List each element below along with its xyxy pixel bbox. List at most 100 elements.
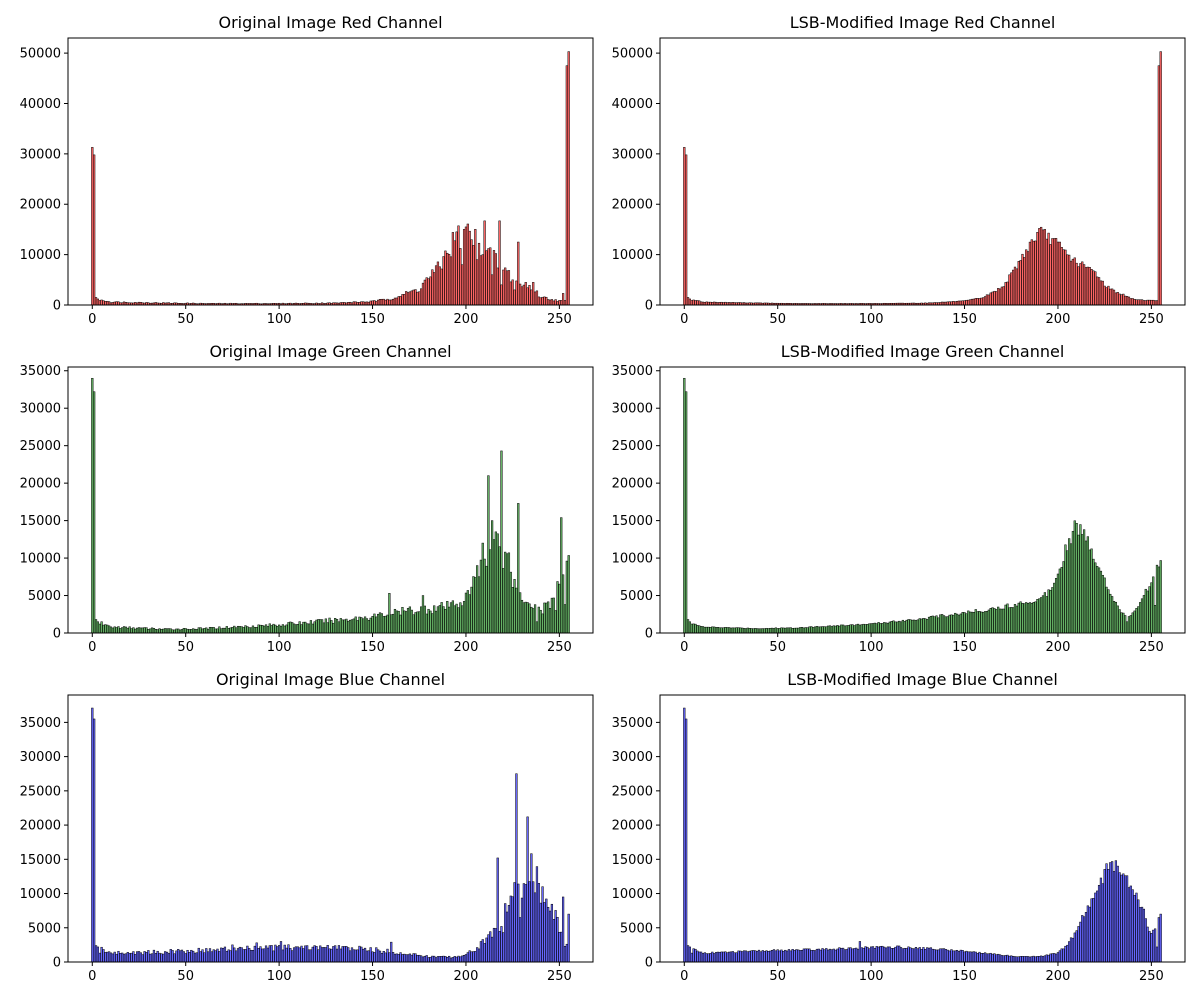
histogram-bar (763, 951, 766, 963)
histogram-bar (281, 949, 284, 963)
histogram-bar (836, 948, 839, 963)
histogram-bar (834, 625, 837, 634)
histogram-bar (1155, 946, 1159, 963)
histogram-bar (782, 627, 785, 634)
histogram-bar (371, 616, 374, 634)
histogram-bar (453, 240, 456, 306)
histogram-bar (1086, 536, 1089, 634)
histogram-bar (1064, 544, 1067, 634)
histogram-bar (1148, 931, 1151, 963)
histogram-bar (763, 628, 766, 634)
histogram-bar (423, 279, 426, 306)
panel-original-green: Original Image Green Channel 0 50 100 150 20… (20, 342, 594, 655)
histogram-bar (1125, 875, 1129, 963)
y-tick-label: 20000 (612, 819, 653, 834)
histogram-bar (881, 623, 884, 634)
histogram-bar (1101, 883, 1104, 963)
histogram-bar (352, 949, 355, 963)
y-tick-label: 5000 (620, 921, 653, 936)
histogram-bar (96, 946, 99, 963)
histogram-bar (513, 882, 516, 963)
histogram-bar (429, 956, 432, 963)
histogram-bar (875, 623, 878, 634)
histogram-bar (754, 628, 757, 634)
histogram-bar (216, 628, 219, 634)
histogram-bar (698, 300, 701, 306)
histogram-bar (515, 773, 518, 963)
histogram-bar (692, 948, 695, 963)
histogram-bar (1064, 249, 1067, 306)
histogram-bar (1025, 249, 1028, 306)
histogram-bar (963, 612, 966, 634)
histogram-bar (1133, 610, 1136, 634)
histogram-bar (797, 627, 800, 634)
histogram-bar (526, 287, 529, 306)
histogram-bar (937, 949, 940, 963)
histogram-bar (1159, 51, 1162, 306)
histogram-bar (978, 611, 981, 634)
histogram-bar (1077, 926, 1080, 963)
histogram-bar (390, 299, 393, 306)
histogram-bar (449, 602, 453, 634)
histogram-bar (259, 946, 262, 963)
histogram-bar (1105, 586, 1108, 634)
histogram-bar (1071, 937, 1075, 963)
histogram-bar (466, 223, 469, 306)
histogram-bar (1010, 607, 1013, 634)
histogram-bar (759, 951, 763, 963)
histogram-bar (126, 627, 129, 634)
histogram-bar (795, 627, 798, 634)
histogram-bar (362, 618, 365, 634)
histogram-bar (1041, 956, 1045, 963)
histogram-bar (976, 298, 979, 306)
histogram-bar (703, 952, 706, 963)
histogram-bar (468, 594, 471, 634)
histogram-bar (119, 952, 122, 963)
histogram-bar (1107, 869, 1110, 963)
y-tick-label: 0 (53, 956, 61, 971)
histogram-bar (810, 950, 813, 963)
histogram-bar (1088, 549, 1091, 634)
histogram-bar (1062, 948, 1065, 963)
histogram-bar (1111, 861, 1114, 963)
x-tick-label: 200 (1046, 640, 1071, 655)
histogram-bar (136, 951, 139, 963)
histogram-bar (1013, 956, 1017, 963)
histogram-bar (980, 297, 983, 306)
histogram-bar (246, 945, 249, 963)
histogram-bar (1109, 593, 1112, 634)
histogram-bar (989, 292, 992, 306)
histogram-bar (1084, 540, 1088, 634)
histogram-bar (326, 622, 329, 634)
histogram-bar (311, 623, 314, 634)
histogram-bar (560, 300, 563, 306)
histogram-bar (511, 587, 514, 634)
histogram-bar (461, 264, 464, 306)
histogram-bar (955, 613, 959, 634)
histogram-bar (742, 950, 746, 963)
histogram-bar (136, 627, 139, 634)
histogram-bar (1092, 270, 1095, 306)
histogram-bar (832, 625, 835, 634)
histogram-bar (423, 605, 426, 634)
histogram-bar (1054, 578, 1058, 634)
histogram-bar (972, 612, 975, 634)
histogram-bar (1069, 260, 1073, 306)
histogram-bar (156, 950, 159, 963)
histogram-bar (1159, 913, 1162, 963)
histogram-bar (946, 616, 949, 634)
histogram-bar (997, 288, 1000, 306)
x-tick-label: 250 (547, 312, 572, 327)
histogram-bar (470, 951, 473, 963)
histogram-bar (552, 597, 555, 634)
histogram-bar (505, 270, 509, 306)
histogram-bar (109, 626, 113, 634)
histogram-bar (995, 291, 998, 306)
x-tick-label: 250 (1139, 969, 1164, 984)
histogram-bar (519, 592, 522, 634)
histogram-bar (184, 628, 187, 634)
histogram-bar (541, 296, 544, 306)
histogram-bar (1054, 953, 1058, 963)
histogram-bar (104, 301, 107, 306)
histogram-bar (317, 619, 320, 634)
